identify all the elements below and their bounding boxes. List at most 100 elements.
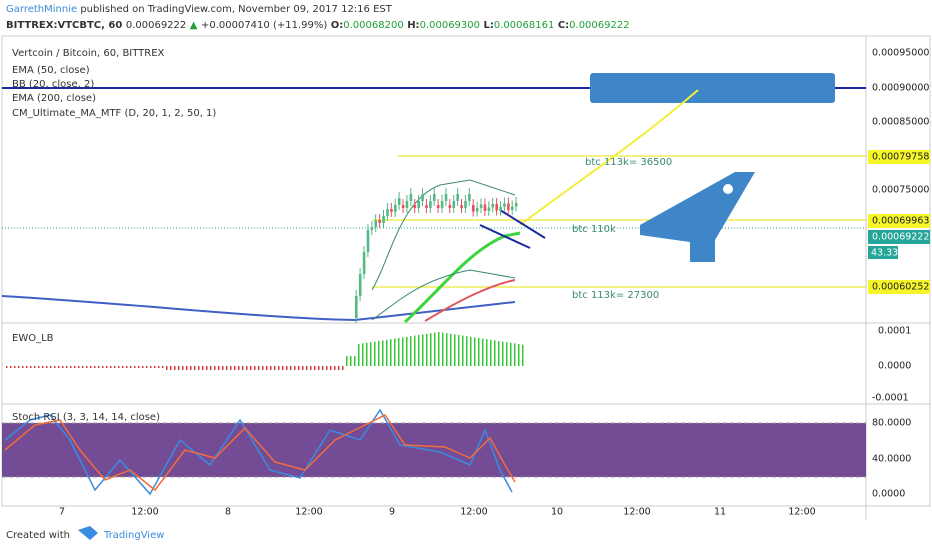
channel — [479, 209, 546, 249]
ewo-bar — [326, 366, 328, 370]
ewo-histogram — [6, 332, 524, 370]
candles — [355, 188, 518, 323]
candle — [433, 194, 436, 201]
ewo-bar — [354, 356, 356, 366]
symbol: BITTREX:VTCBTC, 60 — [6, 20, 122, 31]
time-axis: 7 12:00 8 12:00 9 12:00 10 12:00 11 12:00 — [59, 507, 816, 518]
ewo-bar — [270, 366, 272, 370]
frame — [1, 35, 931, 507]
ewo-bar — [62, 366, 64, 368]
ewo-bar — [518, 344, 520, 366]
ewo-bar — [382, 340, 384, 366]
ewo-bar — [34, 366, 36, 368]
stoch-d — [4, 414, 516, 492]
ewo-bar — [466, 336, 468, 366]
ewo-bar — [402, 337, 404, 366]
ewo-bar — [122, 366, 124, 368]
annotation: btc 110k — [572, 224, 616, 235]
ewo-bar — [314, 366, 316, 370]
ewo-bar — [18, 366, 20, 368]
ewo-bar — [70, 366, 72, 368]
price-tag — [868, 280, 930, 294]
price-tag — [868, 214, 930, 228]
ewo-bar — [502, 341, 504, 366]
ewo-bar — [210, 366, 212, 370]
ewo-bar — [522, 344, 524, 366]
ewo-bar — [426, 333, 428, 366]
ewo-bar — [258, 366, 260, 370]
candle — [401, 205, 405, 208]
ohlc-value: 0.00068161 — [494, 20, 554, 31]
ewo-bar — [450, 333, 452, 366]
ewo-bar — [170, 366, 172, 370]
time-label: 7 — [59, 507, 65, 518]
ewo-bar — [250, 366, 252, 370]
ewo-bar — [30, 366, 32, 368]
ewo-bar — [166, 366, 168, 370]
candle — [409, 194, 413, 201]
ohlc-value: 0.00068200 — [343, 20, 403, 31]
ewo-bar — [302, 366, 304, 370]
ewo-bar — [206, 366, 208, 370]
ewo-bar — [194, 366, 196, 370]
ewo-bar — [66, 366, 68, 368]
time-label: 8 — [225, 507, 231, 518]
ewo-bar — [298, 366, 300, 370]
ewo-bar — [498, 341, 500, 366]
ewo-bar — [414, 335, 416, 366]
candle — [366, 230, 370, 252]
candle — [472, 205, 475, 212]
ewo-bar — [510, 342, 512, 366]
ewo-axis-label: 0.0000 — [878, 361, 911, 372]
ewo-bar — [494, 340, 496, 366]
price-label: 0.00069963 — [872, 216, 929, 227]
ema-50 — [424, 279, 516, 322]
candle — [355, 296, 358, 318]
time-label: 12:00 — [788, 507, 815, 518]
candle — [417, 201, 420, 208]
candle — [405, 201, 409, 208]
price-tag — [868, 230, 930, 244]
ewo-bar — [294, 366, 296, 370]
ewo-bar — [334, 366, 336, 370]
stoch-k — [4, 408, 513, 496]
ohlc-key: O: — [331, 20, 344, 31]
ewo-bar — [418, 335, 420, 366]
candle — [514, 203, 518, 207]
ewo-bar — [146, 366, 148, 368]
candle — [507, 203, 510, 210]
ewo-bar — [394, 338, 396, 366]
ewo-bar — [386, 339, 388, 366]
ewo-bar — [366, 342, 368, 366]
ewo-bar — [54, 366, 56, 368]
ewo-bar — [98, 366, 100, 368]
price-label: 0.00069222 — [872, 232, 929, 243]
legend-item: Vertcoin / Bitcoin, 60, BITTREX — [12, 48, 165, 59]
ewo-bar — [230, 366, 232, 370]
ewo-bar — [198, 366, 200, 370]
candle — [440, 201, 444, 208]
ewo-bar — [358, 344, 360, 366]
legend-item: EMA (50, close) — [12, 65, 90, 76]
author[interactable]: GarrethMinnie — [6, 4, 77, 15]
ewo-bar — [310, 366, 312, 370]
ewo-bar — [130, 366, 132, 368]
ewo-bar — [10, 366, 12, 368]
ewo-bar — [442, 332, 444, 366]
ewo-bar — [42, 366, 44, 368]
candle — [378, 220, 381, 223]
ewo-bar — [214, 366, 216, 370]
ewo-bar — [142, 366, 144, 368]
ohlc-value: 0.00069300 — [420, 20, 480, 31]
ewo-bar — [262, 366, 264, 370]
ewo-bar — [126, 366, 128, 368]
annotation: btc 113k= 36500 — [585, 157, 672, 168]
candle — [479, 204, 483, 208]
candle — [483, 204, 487, 211]
ewo-bar — [158, 366, 160, 368]
footer-brand[interactable]: TradingView — [103, 530, 164, 541]
price-label: 0.00085000 — [872, 117, 929, 128]
candle — [429, 201, 432, 208]
ewo-bar — [246, 366, 248, 370]
projection-line — [519, 89, 699, 226]
